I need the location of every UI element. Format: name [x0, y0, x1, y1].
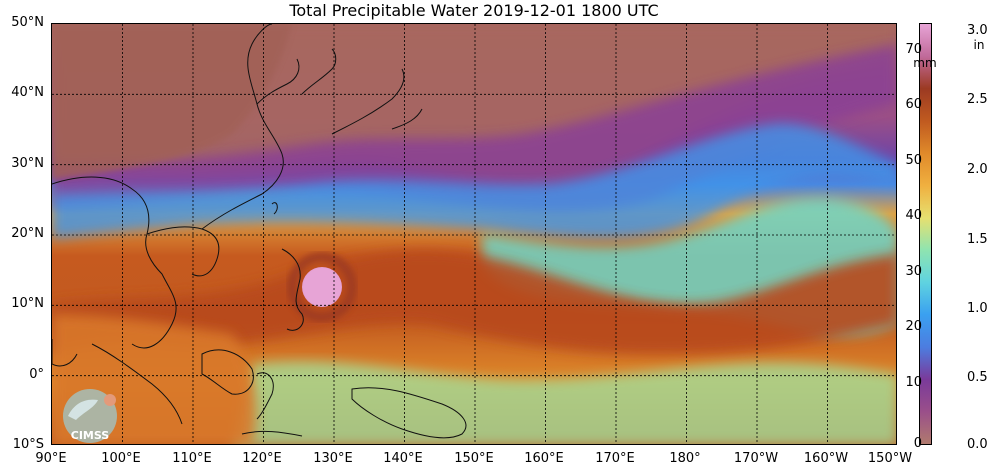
colorbar-in-unit: in	[973, 38, 985, 52]
in-tick-2-0: 2.0	[967, 162, 988, 177]
lat-label-40n: 40°N	[11, 85, 44, 100]
lon-label-160e: 160°E	[524, 451, 564, 466]
cimss-logo: CIMSS	[54, 386, 126, 444]
mm-tick-30: 30	[905, 264, 922, 279]
lon-label-130e: 130°E	[313, 451, 353, 466]
lon-label-160w: 160°W	[803, 451, 849, 466]
lon-label-110e: 110°E	[172, 451, 212, 466]
lon-label-140e: 140°E	[383, 451, 423, 466]
mm-tick-20: 20	[905, 319, 922, 334]
map-title: Total Precipitable Water 2019-12-01 1800…	[289, 1, 659, 20]
coastlines	[52, 24, 467, 439]
lon-label-180: 180°	[669, 451, 701, 466]
mm-tick-40: 40	[905, 208, 922, 223]
lon-label-170w: 170°W	[733, 451, 779, 466]
lon-label-90e: 90°E	[35, 451, 67, 466]
mm-tick-60: 60	[905, 97, 922, 112]
precipitable-water-map	[51, 23, 897, 445]
mm-tick-0: 0	[913, 436, 922, 451]
lat-label-30n: 30°N	[11, 156, 44, 171]
in-tick-0-0: 0.0	[967, 437, 988, 452]
lon-label-100e: 100°E	[101, 451, 141, 466]
lat-label-10s: 10°S	[12, 437, 44, 452]
lon-label-170e: 170°E	[595, 451, 635, 466]
lat-label-equator: 0°	[29, 367, 44, 382]
cimss-logo-text: CIMSS	[71, 429, 110, 442]
map-canvas	[52, 24, 896, 444]
colorbar-mm-unit: mm	[913, 56, 937, 70]
mm-tick-70: 70	[905, 42, 922, 57]
in-tick-1-0: 1.0	[967, 301, 988, 316]
in-tick-2-5: 2.5	[967, 92, 988, 107]
typhoon-core	[302, 267, 342, 307]
mm-tick-10: 10	[905, 375, 922, 390]
in-tick-1-5: 1.5	[967, 232, 988, 247]
lat-label-10n: 10°N	[11, 296, 44, 311]
colorbar	[919, 23, 932, 445]
mm-tick-50: 50	[905, 153, 922, 168]
lat-label-20n: 20°N	[11, 226, 44, 241]
graticule	[52, 24, 896, 444]
lat-label-50n: 50°N	[11, 15, 44, 30]
lon-label-150e: 150°E	[454, 451, 494, 466]
in-tick-3-0: 3.0	[967, 23, 988, 38]
in-tick-0-5: 0.5	[967, 370, 988, 385]
lon-label-150w: 150°W	[867, 451, 913, 466]
lon-label-120e: 120°E	[242, 451, 282, 466]
